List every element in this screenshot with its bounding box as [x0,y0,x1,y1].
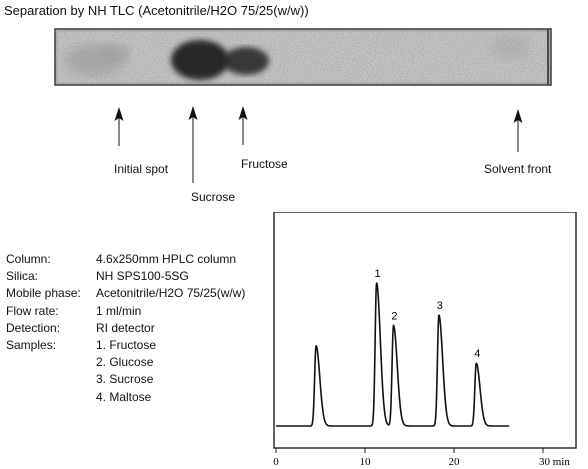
label-fructose: Fructose [241,157,288,171]
tlc-plate-figure [54,28,552,183]
condition-label [6,389,96,406]
tlc-spot-fructose [223,47,269,75]
x-axis: 0 10 20 30 min [273,448,570,467]
arrow-initial-spot [114,107,124,146]
condition-row: Samples: 1. Fructose [6,337,245,354]
condition-value: NH SPS100-5SG [96,269,189,284]
tlc-spot-sucrose [171,40,229,80]
condition-label [6,354,96,371]
condition-value: 2. Glucose [96,355,154,370]
condition-row: Detection: RI detector [6,320,245,337]
hplc-conditions: Column: 4.6x250mm HPLC column Silica: NH S… [6,251,245,406]
x-tick-label: 20 [449,456,461,467]
condition-label: Silica: [6,269,39,284]
condition-row: Mobile phase: Acetonitrile/H2O 75/25(w/w) [6,285,245,302]
peak-label-4: 4 [474,348,480,360]
condition-value: RI detector [96,320,155,335]
arrow-fructose [238,106,248,145]
peak-label-3: 3 [437,300,443,312]
arrow-sucrose [188,106,198,183]
condition-label [6,371,96,388]
chromatogram-trace [275,282,510,427]
label-solvent-front: Solvent front [484,162,552,176]
condition-value: 1. Fructose [96,338,157,353]
condition-row: 3. Sucrose [6,371,245,388]
condition-value: Acetonitrile/H2O 75/25(w/w) [96,286,246,301]
x-tick-label: 0 [273,456,279,467]
x-tick-label: 10 [360,456,372,467]
label-initial-spot: Initial spot [114,162,169,176]
peak-label-2: 2 [391,310,397,322]
condition-row: 2. Glucose [6,354,245,371]
condition-label: Mobile phase: [6,286,81,301]
condition-label: Detection: [6,320,61,335]
chromatogram-frame [273,212,577,449]
arrow-solvent-front [513,109,523,152]
hplc-chromatogram: 1 2 3 4 0 10 20 30 min [273,212,577,467]
condition-row: Flow rate: 1 ml/min [6,303,245,320]
condition-value: 3. Sucrose [96,372,154,387]
condition-label: Column: [6,252,51,266]
figure-title: Separation by NH TLC (Acetonitrile/H2O 7… [4,3,309,18]
condition-value: 4.6x250mm HPLC column [96,252,237,266]
condition-value: 1 ml/min [96,303,142,318]
x-tick-label: 30 min [539,456,570,467]
label-sucrose: Sucrose [191,190,236,204]
peak-label-1: 1 [375,268,381,280]
condition-value: 4. Maltose [96,389,152,404]
condition-row: 4. Maltose [6,389,245,406]
condition-row: Silica: NH SPS100-5SG [6,268,245,285]
tlc-plate [54,28,552,86]
condition-row: Column: 4.6x250mm HPLC column [6,251,245,268]
condition-label: Samples: [6,338,57,353]
condition-label: Flow rate: [6,303,59,318]
